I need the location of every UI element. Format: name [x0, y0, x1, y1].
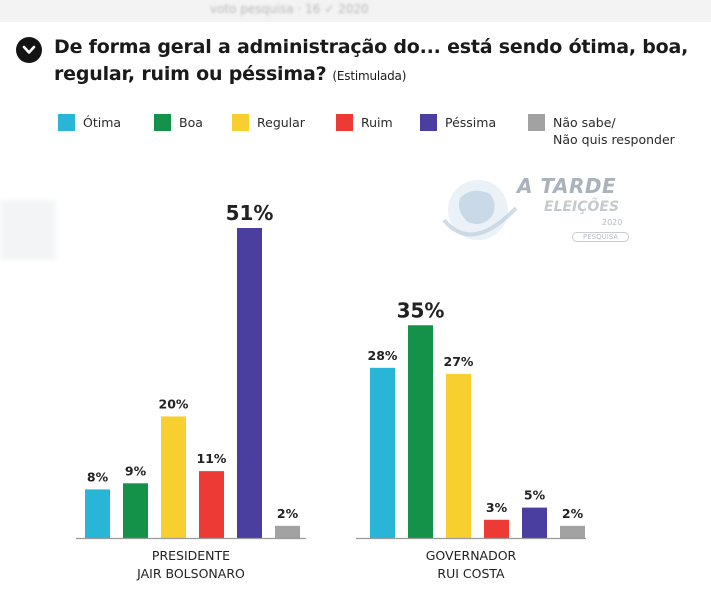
watermark-title: A TARDE — [517, 174, 617, 198]
group-label-line1: PRESIDENTE — [152, 548, 230, 563]
legend: Ótima Boa Regular Ruim Péssima Não sabe/… — [58, 114, 698, 164]
question-title: De forma geral a administração do... est… — [54, 34, 694, 90]
value-label: 51% — [226, 201, 274, 225]
value-label: 5% — [524, 488, 546, 503]
bar — [370, 367, 395, 538]
watermark-tag: PESQUISA — [572, 232, 630, 242]
value-label: 3% — [486, 500, 508, 515]
value-label: 2% — [562, 506, 584, 521]
globe-icon — [442, 180, 518, 240]
legend-swatch — [336, 114, 353, 131]
bar — [123, 483, 148, 538]
watermark-logo: A TARDE ELEIÇÕES 2020 PESQUISA — [432, 168, 642, 252]
bar — [446, 373, 471, 538]
value-label: 35% — [397, 298, 445, 322]
bar — [199, 471, 224, 538]
legend-swatch — [154, 114, 171, 131]
value-label: 9% — [125, 463, 147, 478]
bar — [408, 325, 433, 538]
top-strip: voto pesquisa · 16 ✓ 2020 — [0, 0, 711, 22]
group-label-line1: GOVERNADOR — [426, 548, 517, 563]
legend-swatch — [58, 114, 75, 131]
legend-item-nao-sabe: Não sabe/ Não quis responder — [528, 114, 675, 148]
legend-label: Péssima — [445, 115, 497, 130]
legend-label: Não sabe/ Não quis responder — [553, 115, 675, 147]
legend-swatch — [528, 114, 545, 131]
group-label-line2: RUI COSTA — [437, 566, 505, 581]
legend-label: Ruim — [361, 115, 393, 130]
group-label-line2: JAIR BOLSONARO — [136, 566, 245, 581]
legend-label: Ótima — [83, 115, 122, 130]
watermark-subtitle: ELEIÇÕES — [544, 199, 620, 215]
bar — [161, 416, 186, 538]
question-note: (Estimulada) — [332, 69, 407, 83]
legend-item-regular: Regular — [232, 114, 305, 131]
value-label: 2% — [277, 506, 299, 521]
legend-label: Regular — [257, 115, 305, 130]
legend-item-pessima: Péssima — [420, 114, 496, 131]
legend-item-ruim: Ruim — [336, 114, 393, 131]
value-label: 8% — [87, 469, 109, 484]
blurred-header-text: voto pesquisa · 16 ✓ 2020 — [210, 2, 369, 16]
left-ghost-panel — [0, 200, 56, 260]
legend-swatch — [232, 114, 249, 131]
watermark-year: 2020 — [602, 218, 623, 227]
legend-label: Boa — [179, 115, 203, 130]
bar — [484, 519, 509, 538]
value-label: 20% — [159, 396, 189, 411]
value-label: 11% — [197, 451, 227, 466]
legend-item-otima: Ótima — [58, 114, 121, 131]
value-label: 27% — [444, 354, 474, 369]
chevron-down-icon — [16, 37, 42, 63]
bar — [85, 489, 110, 538]
legend-swatch — [420, 114, 437, 131]
question-text: De forma geral a administração do... est… — [54, 36, 689, 85]
bar — [237, 228, 262, 538]
bar — [275, 525, 300, 538]
legend-item-boa: Boa — [154, 114, 203, 131]
value-label: 28% — [368, 348, 398, 363]
bar — [522, 507, 547, 538]
bar — [560, 525, 585, 538]
